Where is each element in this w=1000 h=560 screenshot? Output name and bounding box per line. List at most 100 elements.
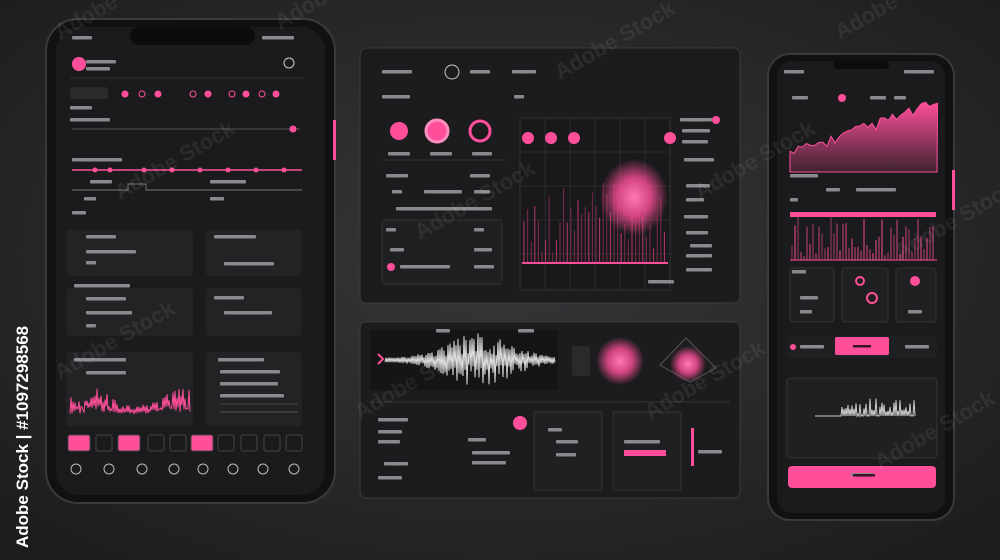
- text-placeholder: [800, 345, 824, 349]
- toggle-dot: [513, 416, 527, 430]
- text-placeholder: [870, 96, 886, 100]
- text-placeholder: [220, 382, 278, 386]
- tab-button[interactable]: [217, 434, 235, 452]
- text-placeholder: [790, 198, 798, 202]
- text-placeholder: [262, 36, 294, 40]
- text-placeholder: [214, 235, 256, 239]
- text-placeholder: [548, 428, 562, 432]
- text-placeholder: [392, 190, 402, 194]
- text-placeholder: [86, 235, 116, 239]
- text-placeholder: [72, 158, 122, 162]
- tab-button[interactable]: [67, 434, 91, 452]
- text-placeholder: [474, 190, 490, 194]
- text-placeholder: [514, 95, 524, 99]
- text-placeholder: [84, 197, 96, 201]
- text-placeholder: [682, 129, 710, 133]
- text-placeholder: [518, 329, 534, 333]
- tab-button[interactable]: [117, 434, 141, 452]
- glow-blob: [596, 337, 644, 385]
- pink-bar: [691, 428, 694, 466]
- text-placeholder: [378, 430, 402, 434]
- text-placeholder: [800, 296, 818, 300]
- search-field: [70, 87, 108, 99]
- tab-button[interactable]: [147, 434, 165, 452]
- notch: [130, 27, 255, 45]
- text-placeholder: [384, 462, 408, 466]
- stock-label: Adobe Stock | #1097298568: [13, 326, 32, 548]
- icon: [444, 64, 460, 80]
- text-placeholder: [698, 450, 722, 454]
- side-button: [333, 120, 336, 160]
- text-placeholder: [424, 190, 462, 194]
- tab-button[interactable]: [240, 434, 258, 452]
- text-placeholder: [894, 96, 906, 100]
- text-placeholder: [684, 158, 714, 162]
- marker: [712, 116, 720, 124]
- text-placeholder: [390, 248, 404, 252]
- tab-button[interactable]: [263, 434, 281, 452]
- text-placeholder: [826, 188, 840, 192]
- text-placeholder: [224, 262, 274, 266]
- text-placeholder: [648, 280, 674, 284]
- tab-button[interactable]: [95, 434, 113, 452]
- text-placeholder: [790, 174, 818, 178]
- nav-icon[interactable]: [136, 463, 148, 475]
- nav-icon[interactable]: [70, 463, 82, 475]
- nav-icon[interactable]: [257, 463, 269, 475]
- card: [895, 267, 937, 323]
- text-placeholder: [224, 311, 272, 315]
- text-placeholder: [378, 418, 408, 422]
- nav-icon[interactable]: [168, 463, 180, 475]
- icon: [866, 292, 878, 304]
- text-placeholder: [74, 284, 130, 288]
- glow-blob: [600, 159, 668, 235]
- nav-dot: [121, 90, 129, 98]
- text-placeholder: [624, 440, 660, 444]
- nav-icon[interactable]: [288, 463, 300, 475]
- text-placeholder: [684, 215, 708, 219]
- arrow-icon: [377, 353, 385, 365]
- text-placeholder: [86, 324, 96, 328]
- card: [533, 411, 603, 491]
- notch: [833, 61, 889, 69]
- heart-icon: [390, 122, 408, 140]
- text-placeholder: [70, 118, 110, 122]
- text-placeholder: [472, 461, 506, 465]
- button: [572, 346, 590, 376]
- text-placeholder: [792, 96, 808, 100]
- avatar-icon: [72, 57, 86, 71]
- tab-button[interactable]: [169, 434, 187, 452]
- tab-button[interactable]: [190, 434, 214, 452]
- text-placeholder: [682, 140, 708, 144]
- text-placeholder: [853, 345, 871, 348]
- nav-dot: [272, 90, 280, 98]
- cta-button[interactable]: [788, 466, 936, 488]
- nav-icon[interactable]: [197, 463, 209, 475]
- tab-button[interactable]: [285, 434, 303, 452]
- text-placeholder: [210, 180, 246, 184]
- ring-icon: [424, 118, 450, 144]
- nav-dot: [189, 90, 197, 98]
- text-placeholder: [686, 268, 712, 272]
- text-placeholder: [72, 36, 92, 40]
- chart-card: [786, 377, 938, 459]
- text-placeholder: [474, 248, 492, 252]
- tab-dot: [838, 94, 846, 102]
- nav-icon[interactable]: [227, 463, 239, 475]
- nav-icon[interactable]: [103, 463, 115, 475]
- text-placeholder: [90, 180, 112, 184]
- text-placeholder: [472, 451, 510, 455]
- card: [841, 267, 889, 323]
- text-placeholder: [378, 440, 400, 444]
- text-placeholder: [784, 70, 804, 74]
- nav-dot: [154, 90, 162, 98]
- menu-icon: [283, 57, 295, 69]
- text-placeholder: [472, 152, 492, 156]
- nav-dot: [228, 90, 236, 98]
- marker: [568, 132, 580, 144]
- text-placeholder: [210, 197, 224, 201]
- text-placeholder: [474, 265, 494, 269]
- text-placeholder: [686, 184, 710, 188]
